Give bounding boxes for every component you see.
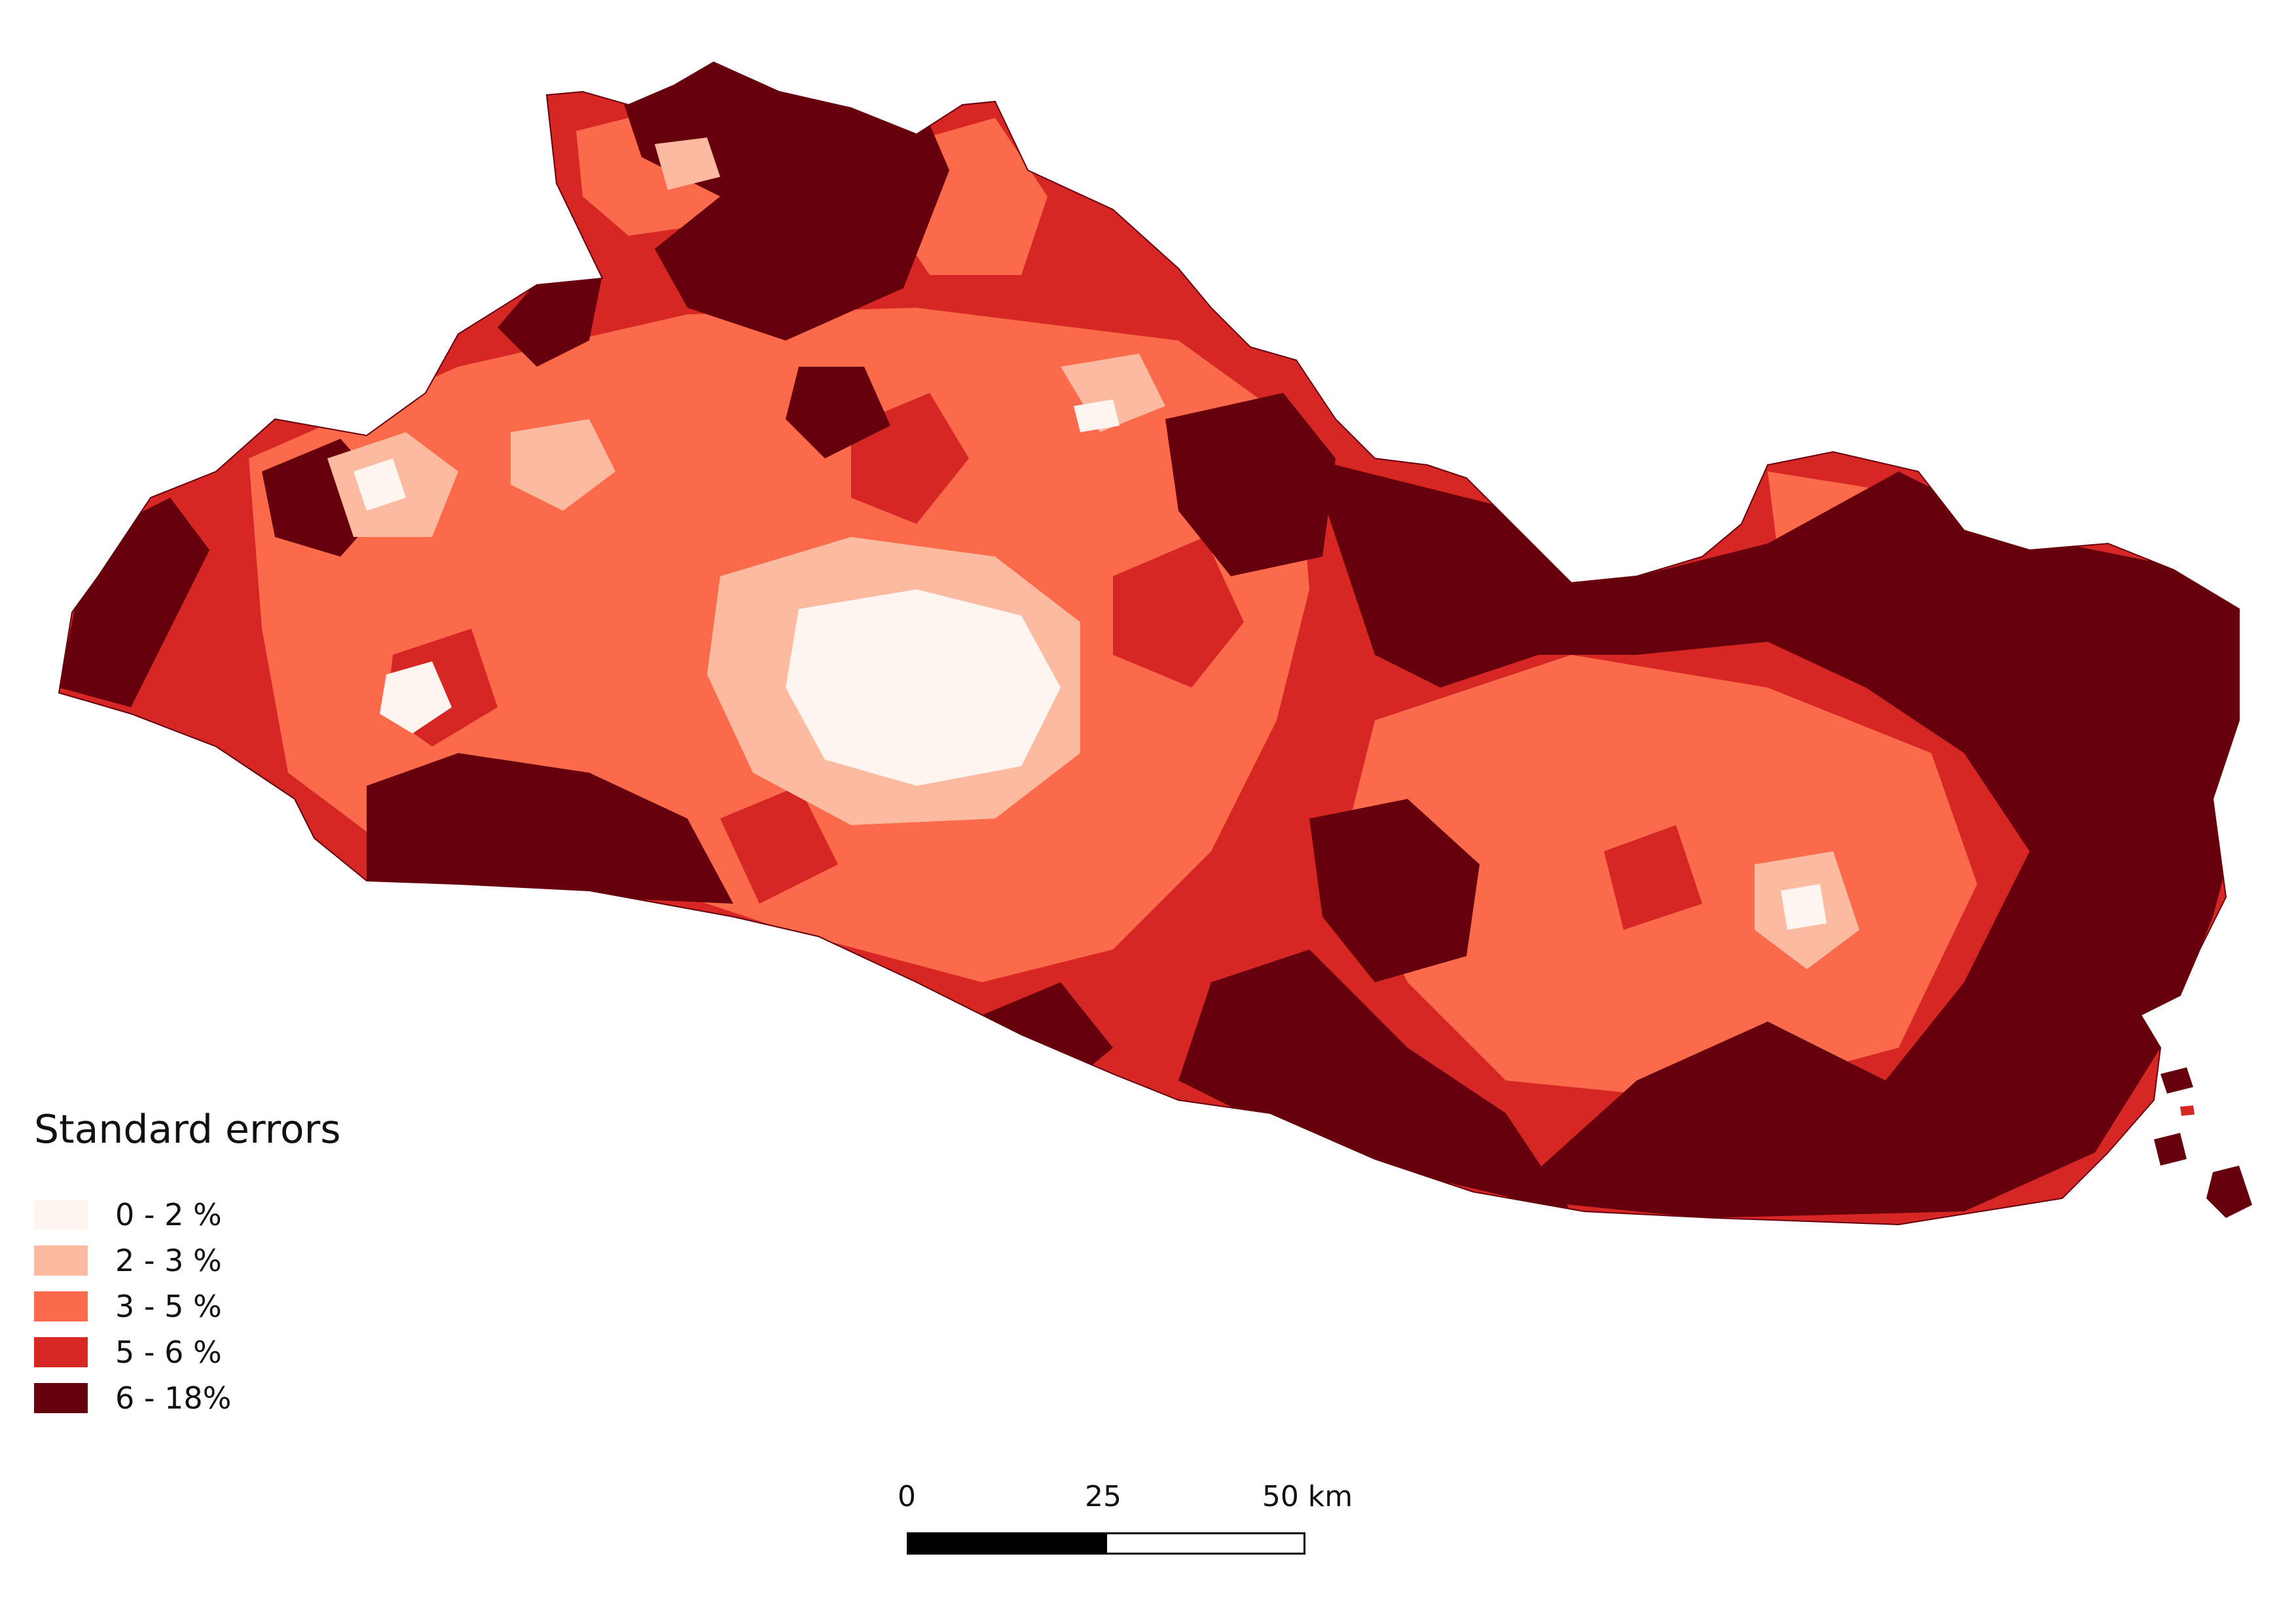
legend-label: 5 - 6 % (115, 1335, 222, 1370)
scale-tick-label: 25 (1085, 1480, 1121, 1513)
scale-bar: 0 25 50 km (898, 1480, 1353, 1572)
legend-item: 2 - 3 % (34, 1238, 341, 1283)
legend: Standard errors 0 - 2 % 2 - 3 % 3 - 5 % … (34, 1107, 341, 1421)
scale-tick-label: 50 km (1262, 1480, 1353, 1513)
legend-swatch (34, 1246, 88, 1276)
legend-label: 2 - 3 % (115, 1243, 222, 1278)
legend-item: 5 - 6 % (34, 1329, 341, 1375)
legend-swatch (34, 1291, 88, 1321)
island (2206, 1166, 2252, 1218)
legend-label: 0 - 2 % (115, 1197, 222, 1232)
legend-item: 0 - 2 % (34, 1192, 341, 1238)
legend-swatch (34, 1383, 88, 1413)
scale-tick-label: 0 (898, 1480, 916, 1513)
legend-swatch (34, 1200, 88, 1230)
legend-item: 6 - 18% (34, 1375, 341, 1421)
island (2160, 1067, 2193, 1094)
scale-bar-segment-dark (907, 1532, 1107, 1555)
island (2180, 1105, 2195, 1116)
scale-bar-segment-light (1105, 1532, 1305, 1555)
legend-label: 6 - 18% (115, 1380, 232, 1416)
legend-swatch (34, 1337, 88, 1367)
island (2154, 1133, 2187, 1166)
legend-item: 3 - 5 % (34, 1283, 341, 1329)
legend-label: 3 - 5 % (115, 1289, 222, 1324)
legend-title: Standard errors (34, 1107, 341, 1153)
